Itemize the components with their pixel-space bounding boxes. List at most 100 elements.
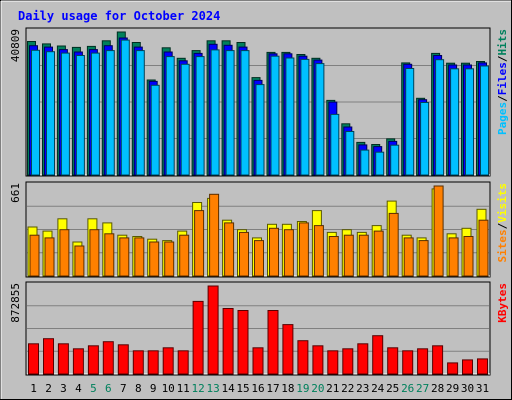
bar-kbytes-day-13 bbox=[207, 285, 219, 375]
bar-kbytes-day-17 bbox=[267, 310, 279, 375]
bar-pages-day-3 bbox=[60, 52, 70, 176]
day-label-24: 24 bbox=[371, 382, 385, 395]
bar-kbytes-day-29 bbox=[447, 362, 459, 375]
bar-sites-day-17 bbox=[269, 227, 279, 277]
bar-sites-day-26 bbox=[403, 237, 414, 277]
legend-entry-sites: Sites bbox=[496, 229, 509, 262]
bar-kbytes-day-14 bbox=[222, 308, 234, 375]
day-label-28: 28 bbox=[431, 382, 444, 395]
bar-kbytes-day-18 bbox=[282, 324, 294, 375]
day-label-5: 5 bbox=[90, 382, 97, 395]
bar-pages-day-7 bbox=[120, 39, 130, 176]
bar-kbytes-day-5 bbox=[87, 345, 99, 375]
legend-entry-kbytes: KBytes bbox=[496, 283, 509, 323]
bar-kbytes-day-22 bbox=[342, 348, 354, 375]
bar-kbytes-day-16 bbox=[252, 347, 264, 375]
y-max-label: 872855 bbox=[9, 283, 22, 323]
series-legend: Pages/Files/Hits bbox=[496, 29, 509, 135]
bar-pages-day-25 bbox=[390, 144, 400, 176]
bar-pages-day-12 bbox=[195, 56, 205, 176]
bar-sites-day-15 bbox=[239, 231, 249, 277]
day-label-16: 16 bbox=[251, 382, 264, 395]
bar-kbytes-day-10 bbox=[162, 347, 174, 375]
day-label-12: 12 bbox=[191, 382, 204, 395]
day-label-9: 9 bbox=[150, 382, 157, 395]
bar-sites-day-31 bbox=[478, 219, 489, 277]
day-label-20: 20 bbox=[311, 382, 324, 395]
day-label-21: 21 bbox=[326, 382, 339, 395]
bar-sites-day-13 bbox=[209, 193, 220, 277]
chart-panels: 40809Pages/Files/Hits661Sites/Visits8728… bbox=[9, 27, 509, 376]
bar-pages-day-16 bbox=[255, 84, 265, 176]
bar-kbytes-day-6 bbox=[102, 341, 114, 375]
bar-kbytes-day-15 bbox=[237, 310, 249, 375]
bar-pages-day-29 bbox=[450, 68, 460, 176]
bar-sites-day-18 bbox=[283, 229, 294, 277]
bar-sites-day-20 bbox=[313, 225, 324, 277]
panel-visits: 661 Sites/Visits bbox=[9, 181, 509, 278]
day-label-1: 1 bbox=[30, 382, 37, 395]
bar-pages-day-13 bbox=[210, 49, 220, 176]
bar-pages-day-8 bbox=[135, 50, 145, 176]
panel-kbytes: 872855 KBytes bbox=[9, 281, 509, 376]
bar-kbytes-day-1 bbox=[28, 343, 39, 375]
bar-sites-day-22 bbox=[343, 234, 354, 277]
legend-separator: / bbox=[496, 222, 509, 229]
bar-pages-day-31 bbox=[480, 65, 489, 176]
bar-sites-day-30 bbox=[463, 236, 474, 277]
day-label-31: 31 bbox=[476, 382, 489, 395]
day-label-25: 25 bbox=[386, 382, 399, 395]
bar-kbytes-day-28 bbox=[432, 345, 444, 375]
bar-kbytes-day-12 bbox=[192, 300, 204, 375]
day-label-27: 27 bbox=[416, 382, 429, 395]
day-label-26: 26 bbox=[401, 382, 414, 395]
bar-pages-day-28 bbox=[435, 59, 445, 176]
day-label-13: 13 bbox=[206, 382, 219, 395]
bar-kbytes-day-20 bbox=[312, 345, 324, 375]
bar-kbytes-day-7 bbox=[117, 344, 129, 375]
day-label-15: 15 bbox=[236, 382, 249, 395]
bar-pages-day-15 bbox=[240, 50, 250, 176]
bar-pages-day-10 bbox=[165, 56, 175, 176]
day-label-30: 30 bbox=[461, 382, 474, 395]
bar-sites-day-2 bbox=[44, 237, 55, 277]
day-label-4: 4 bbox=[75, 382, 82, 395]
day-label-19: 19 bbox=[296, 382, 309, 395]
day-label-29: 29 bbox=[446, 382, 459, 395]
day-label-22: 22 bbox=[341, 382, 354, 395]
day-label-17: 17 bbox=[266, 382, 279, 395]
bar-sites-day-3 bbox=[59, 229, 70, 277]
bar-pages-day-17 bbox=[270, 55, 280, 176]
bar-kbytes-day-3 bbox=[57, 343, 69, 375]
bar-kbytes-day-23 bbox=[357, 343, 369, 375]
bar-kbytes-day-31 bbox=[477, 358, 488, 375]
day-label-2: 2 bbox=[45, 382, 52, 395]
bar-sites-day-10 bbox=[164, 241, 175, 277]
bar-pages-day-19 bbox=[300, 58, 310, 176]
bar-kbytes-day-8 bbox=[132, 350, 144, 375]
legend-separator: / bbox=[496, 55, 509, 62]
bar-pages-day-2 bbox=[46, 51, 55, 176]
day-label-3: 3 bbox=[60, 382, 67, 395]
day-label-10: 10 bbox=[162, 382, 175, 395]
bar-sites-day-9 bbox=[149, 241, 160, 277]
bar-pages-day-21 bbox=[330, 113, 340, 176]
bar-sites-day-19 bbox=[298, 222, 309, 277]
y-max-label: 661 bbox=[9, 183, 22, 203]
bar-sites-day-25 bbox=[388, 212, 399, 277]
bar-sites-day-4 bbox=[74, 245, 85, 277]
bar-kbytes-day-26 bbox=[402, 350, 414, 375]
day-label-18: 18 bbox=[281, 382, 294, 395]
legend-entry-files: Files bbox=[496, 62, 509, 95]
bar-sites-day-12 bbox=[194, 210, 205, 277]
bar-pages-day-27 bbox=[420, 102, 430, 176]
day-label-7: 7 bbox=[120, 382, 127, 395]
legend-separator: / bbox=[496, 95, 509, 102]
bar-kbytes-day-9 bbox=[147, 350, 159, 375]
day-label-6: 6 bbox=[105, 382, 112, 395]
bar-sites-day-6 bbox=[104, 233, 115, 277]
day-label-23: 23 bbox=[356, 382, 369, 395]
bar-sites-day-8 bbox=[134, 237, 145, 277]
